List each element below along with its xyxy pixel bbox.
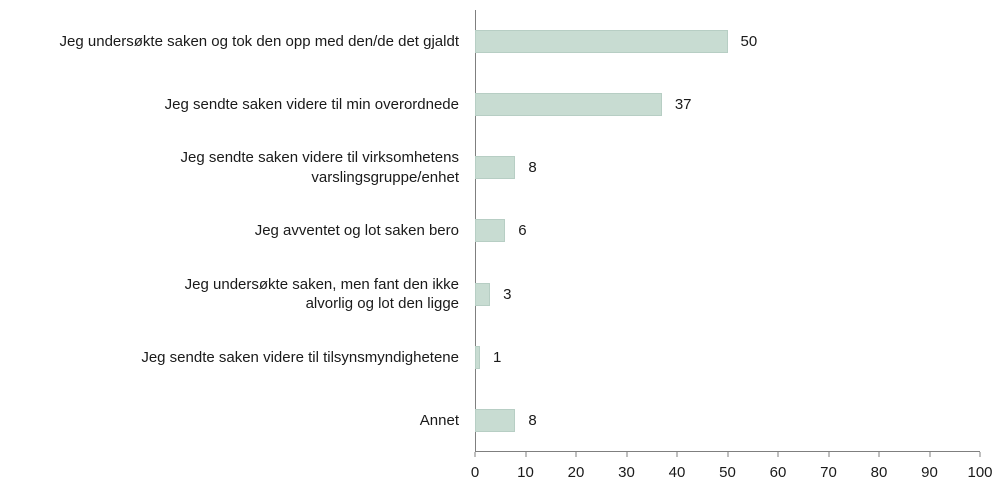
bar-track: 50: [475, 10, 980, 73]
tick-mark: [525, 452, 526, 457]
chart-row: Jeg undersøkte saken og tok den opp med …: [0, 10, 980, 73]
value-label: 6: [518, 222, 527, 240]
tick-label: 40: [668, 464, 686, 481]
bar-track: 8: [475, 136, 980, 199]
tick-label: 100: [967, 464, 993, 481]
bar: [475, 345, 481, 369]
category-label: Annet: [419, 411, 459, 429]
bar: [475, 282, 491, 306]
tick-mark: [474, 452, 476, 457]
tick-mark: [929, 452, 930, 457]
tick-label: 50: [719, 464, 736, 481]
tick-mark: [878, 452, 880, 457]
category-label: Jeg sendte saken videre til tilsynsmyndi…: [141, 348, 459, 366]
bar: [475, 219, 506, 243]
tick-mark: [979, 452, 981, 457]
chart-row: Jeg sendte saken videre til min overordn…: [0, 73, 980, 136]
value-label: 37: [674, 96, 692, 114]
category-label: Jeg sendte saken videre til virksomheten…: [180, 149, 459, 186]
tick-label: 90: [921, 464, 938, 481]
bar: [475, 408, 516, 432]
value-label: 50: [740, 33, 758, 51]
x-axis-line: [475, 451, 980, 452]
chart-rows: Jeg undersøkte saken og tok den opp med …: [0, 10, 980, 452]
bar: [475, 93, 662, 117]
category-label: Jeg avventet og lot saken bero: [254, 222, 459, 240]
tick-label: 10: [517, 464, 534, 481]
tick-label: 60: [769, 464, 787, 481]
category-label: Jeg undersøkte saken, men fant den ikke a…: [184, 275, 459, 313]
chart-row: Annet 8: [0, 389, 980, 452]
chart-row: Jeg undersøkte saken, men fant den ikke a…: [0, 263, 980, 326]
bar: [475, 30, 728, 54]
x-axis-labels: 0 10 20 30 40 50 60 70 80 90 100: [471, 464, 993, 482]
value-label: 8: [528, 159, 537, 177]
tick-label: 80: [870, 464, 888, 481]
tick-mark: [828, 452, 829, 457]
tick-mark: [626, 452, 627, 457]
bar: [475, 156, 516, 180]
bar-track: 3: [475, 263, 980, 326]
value-label: 8: [528, 411, 537, 429]
value-label: 1: [493, 348, 502, 366]
bar-track: 37: [475, 73, 980, 136]
tick-label: 70: [820, 464, 837, 481]
chart-row: Jeg sendte saken videre til virksomheten…: [0, 136, 980, 199]
bar-track: 6: [475, 199, 980, 262]
x-axis-ticks: [474, 452, 981, 457]
tick-mark: [777, 452, 779, 457]
bar-track: 8: [475, 389, 980, 452]
tick-label: 20: [567, 464, 585, 481]
chart-row: Jeg avventet og lot saken bero 6: [0, 199, 980, 262]
category-label: Jeg sendte saken videre til min overordn…: [164, 95, 459, 113]
tick-mark: [676, 452, 678, 457]
tick-label: 30: [618, 464, 635, 481]
category-label: Jeg undersøkte saken og tok den opp med …: [59, 32, 459, 50]
bar-track: 1: [475, 326, 980, 389]
tick-mark: [575, 452, 577, 457]
tick-label: 0: [470, 464, 480, 481]
tick-mark: [727, 452, 728, 457]
chart-row: Jeg sendte saken videre til tilsynsmyndi…: [0, 326, 980, 389]
value-label: 3: [503, 285, 512, 303]
